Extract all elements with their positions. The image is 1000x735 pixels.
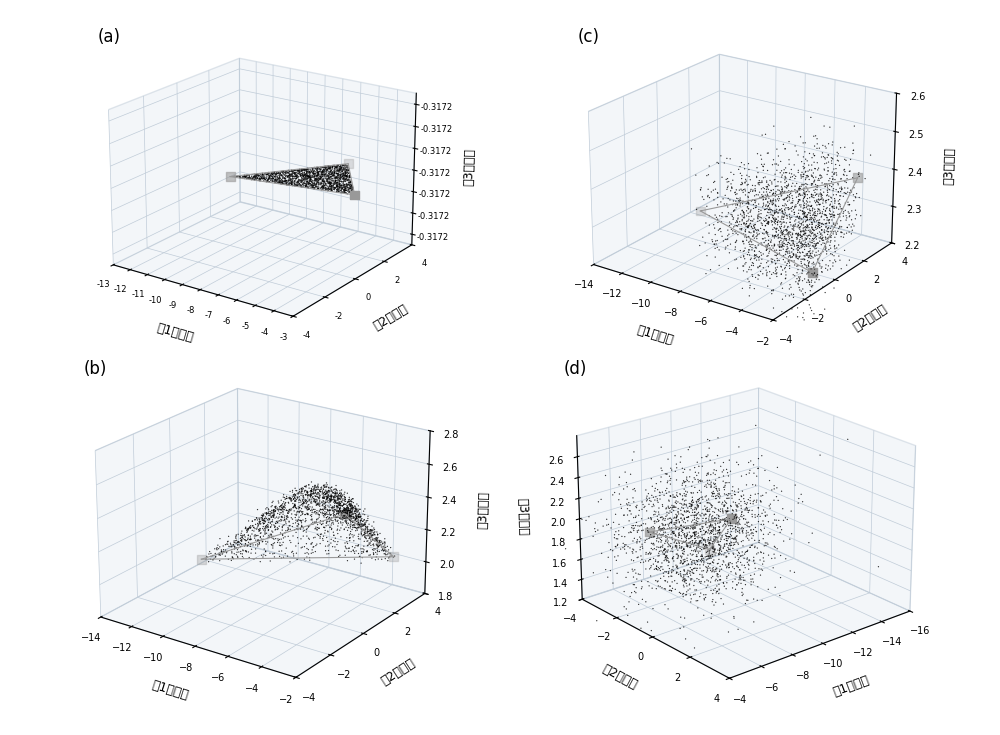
X-axis label: 第1主成分: 第1主成分 xyxy=(635,324,675,348)
X-axis label: 第1主成分: 第1主成分 xyxy=(155,322,195,345)
Text: (d): (d) xyxy=(564,360,587,378)
Text: (b): (b) xyxy=(84,360,107,378)
Y-axis label: 第2主成分: 第2主成分 xyxy=(379,656,418,688)
X-axis label: 第1主成分: 第1主成分 xyxy=(831,674,871,699)
Text: (a): (a) xyxy=(98,28,121,46)
X-axis label: 第1主成分: 第1主成分 xyxy=(150,678,190,702)
Y-axis label: 第2主成分: 第2主成分 xyxy=(851,303,889,334)
Y-axis label: 第2主成分: 第2主成分 xyxy=(600,663,639,692)
Text: (c): (c) xyxy=(578,28,600,46)
Y-axis label: 第2主成分: 第2主成分 xyxy=(371,302,410,333)
